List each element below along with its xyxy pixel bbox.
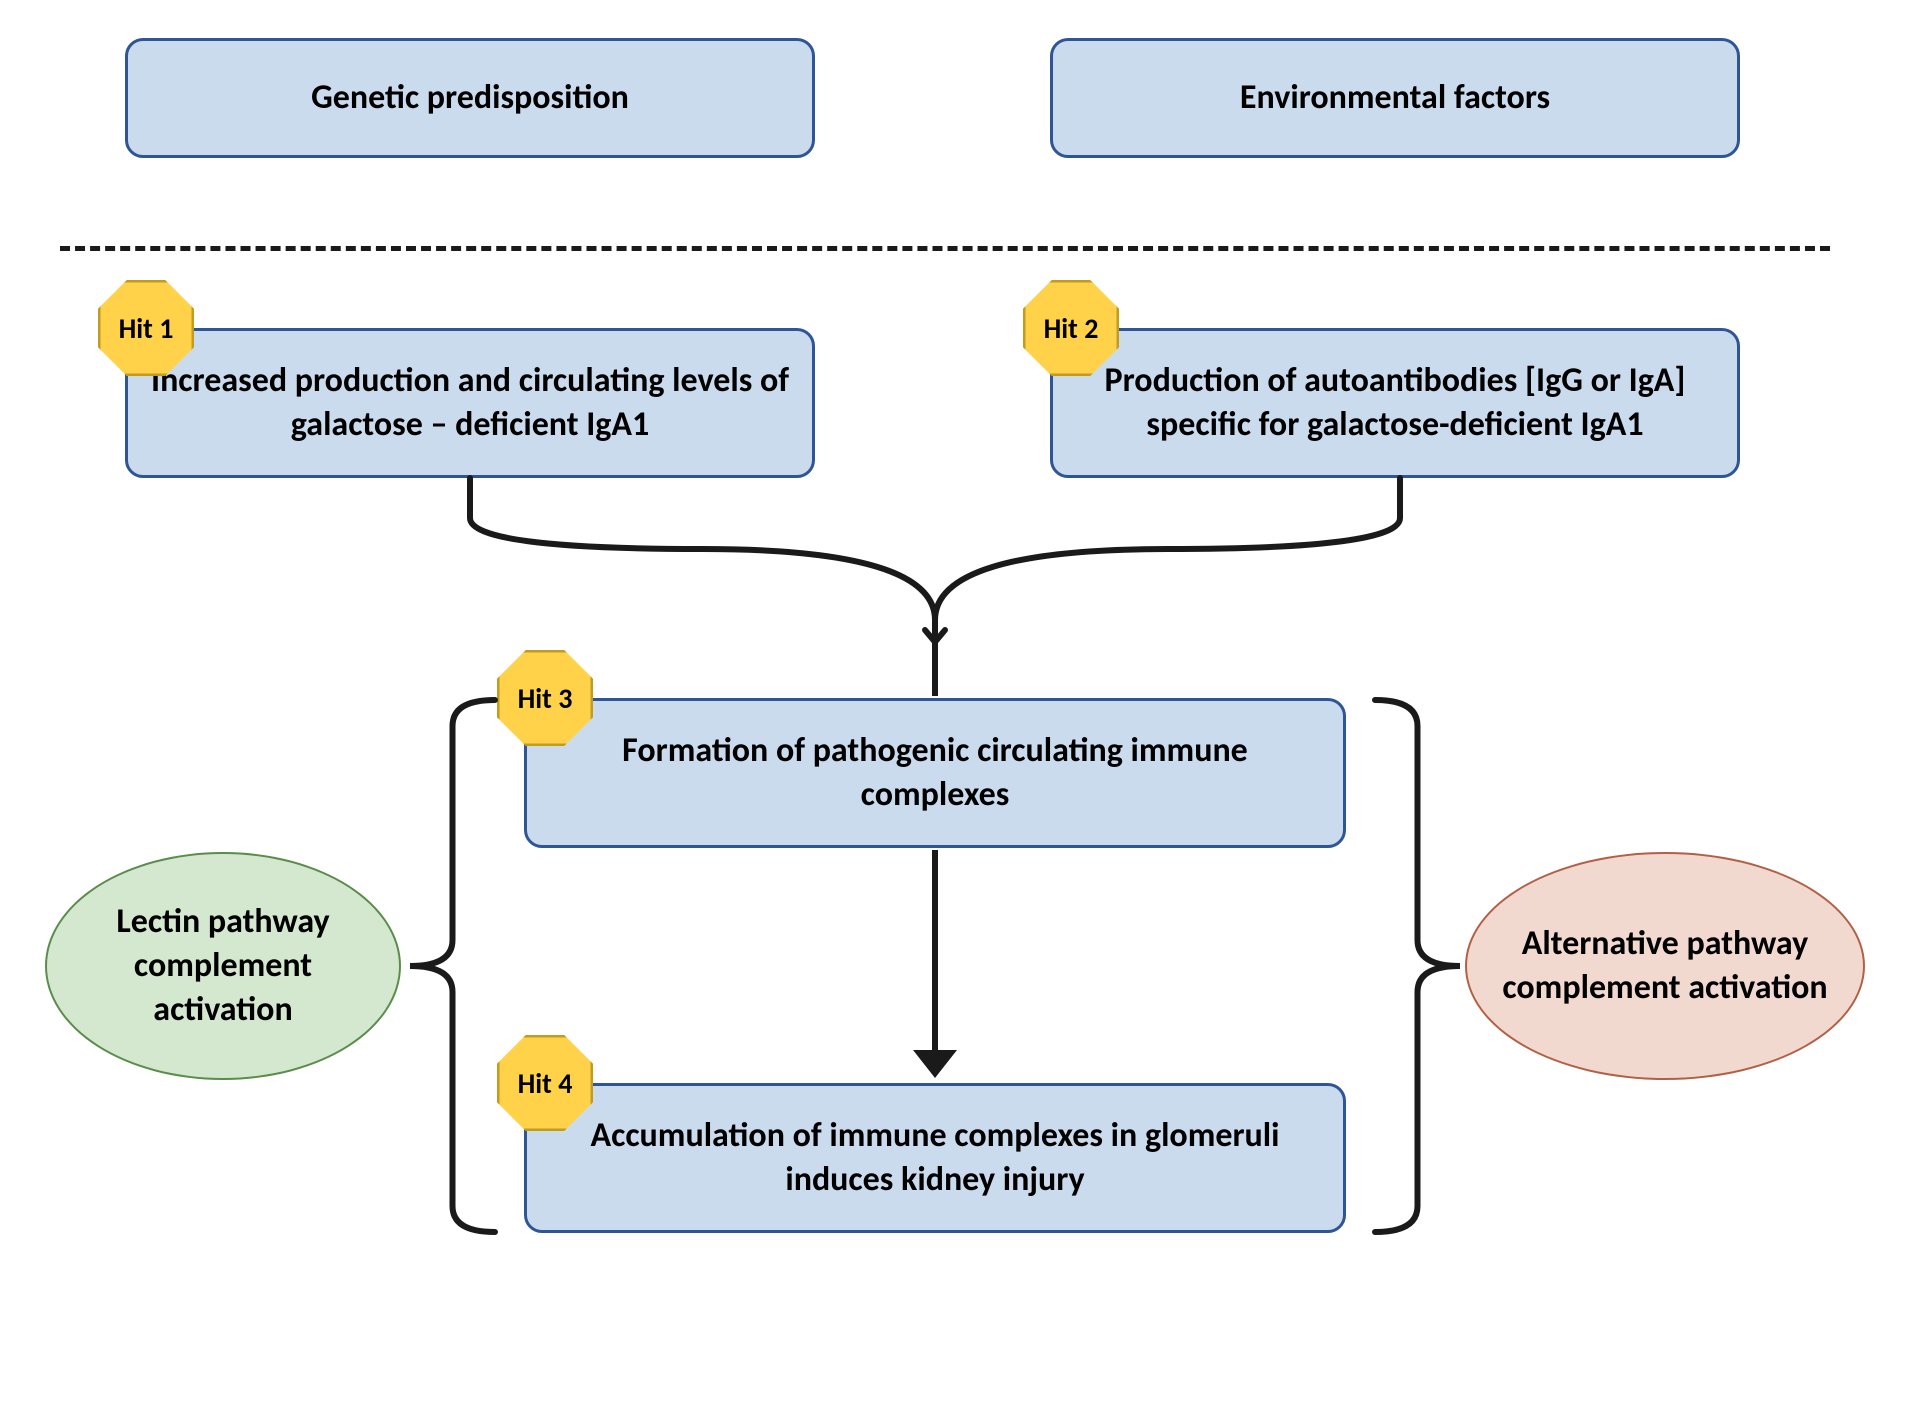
hit3-box: Formation of pathogenic circulating immu… bbox=[524, 698, 1346, 848]
hit1-text: Increased production and circulating lev… bbox=[148, 359, 792, 447]
factor-genetic-label: Genetic predisposition bbox=[311, 76, 629, 120]
hit2-badge: Hit 2 bbox=[1023, 280, 1119, 376]
hit1-box: Increased production and circulating lev… bbox=[125, 328, 815, 478]
alternative-pathway-label: Alternative pathway complement activatio… bbox=[1487, 922, 1843, 1010]
hit1-badge: Hit 1 bbox=[98, 280, 194, 376]
factor-environmental-label: Environmental factors bbox=[1240, 76, 1550, 120]
hit3-text: Formation of pathogenic circulating immu… bbox=[547, 729, 1323, 817]
hit4-text: Accumulation of immune complexes in glom… bbox=[547, 1114, 1323, 1202]
alternative-pathway-ellipse: Alternative pathway complement activatio… bbox=[1465, 852, 1865, 1080]
hit4-badge: Hit 4 bbox=[497, 1035, 593, 1131]
hit1-badge-label: Hit 1 bbox=[119, 311, 174, 346]
lectin-pathway-ellipse: Lectin pathway complement activation bbox=[45, 852, 401, 1080]
hit2-badge-label: Hit 2 bbox=[1044, 311, 1099, 346]
hit2-text: Production of autoantibodies [IgG or IgA… bbox=[1073, 359, 1717, 447]
factor-genetic-box: Genetic predisposition bbox=[125, 38, 815, 158]
hit3-badge-label: Hit 3 bbox=[518, 681, 573, 716]
factor-environmental-box: Environmental factors bbox=[1050, 38, 1740, 158]
lectin-pathway-label: Lectin pathway complement activation bbox=[67, 900, 379, 1033]
hit2-box: Production of autoantibodies [IgG or IgA… bbox=[1050, 328, 1740, 478]
hit3-badge: Hit 3 bbox=[497, 650, 593, 746]
hit4-badge-label: Hit 4 bbox=[518, 1066, 573, 1101]
hit4-box: Accumulation of immune complexes in glom… bbox=[524, 1083, 1346, 1233]
dashed-divider bbox=[60, 246, 1830, 251]
